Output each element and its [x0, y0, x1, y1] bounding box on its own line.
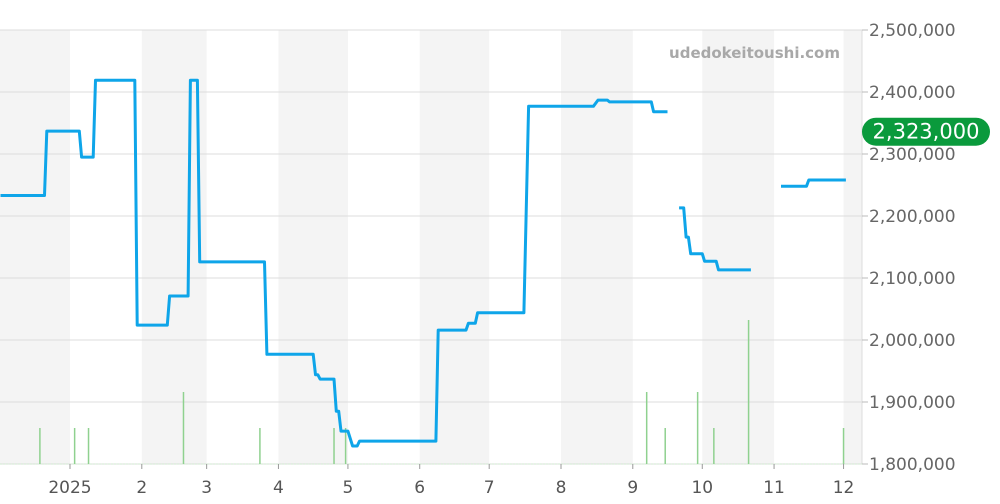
x-tick-label: 8	[556, 478, 567, 498]
x-tick-label: 4	[273, 478, 284, 498]
month-band	[560, 30, 633, 464]
price-line-segment	[0, 78, 668, 448]
month-band	[278, 30, 348, 464]
y-tick-label: 2,200,000	[869, 207, 956, 227]
y-tick-label: 2,500,000	[869, 21, 956, 41]
month-band	[843, 30, 862, 464]
y-tick-label: 1,900,000	[869, 393, 956, 413]
volume-bars	[39, 320, 845, 464]
x-tick-label: 10	[691, 478, 713, 498]
gridlines	[0, 29, 863, 465]
current-price-label: 2,323,000	[873, 120, 980, 144]
x-axis: 2025 2 3 4 5 6 7 8 9 10 11 12	[48, 464, 854, 498]
x-tick-label: 5	[343, 478, 354, 498]
price-line	[0, 78, 846, 448]
x-tick-label: 12	[833, 478, 855, 498]
month-bands	[0, 30, 862, 464]
x-tick-label: 2	[136, 478, 147, 498]
y-axis: 1,800,000 1,900,000 2,000,000 2,100,000 2,20…	[862, 21, 956, 475]
y-tick-label: 2,100,000	[869, 269, 956, 289]
y-tick-label: 1,800,000	[869, 455, 956, 475]
x-tick-label: 3	[201, 478, 212, 498]
price-line-segment	[679, 206, 751, 272]
x-tick-label: 9	[627, 478, 638, 498]
price-line-segment	[781, 178, 846, 188]
month-band	[702, 30, 775, 464]
x-tick-label: 6	[414, 478, 425, 498]
current-price-badge: 2,323,000	[862, 117, 990, 146]
y-tick-label: 2,000,000	[869, 331, 956, 351]
y-tick-label: 2,300,000	[869, 145, 956, 165]
month-band	[141, 30, 207, 464]
month-band	[0, 30, 70, 464]
x-tick-label: 7	[484, 478, 495, 498]
y-tick-label: 2,400,000	[869, 83, 956, 103]
watermark: udedokeitoushi.com	[669, 44, 840, 62]
x-tick-label: 11	[763, 478, 785, 498]
x-tick-label: 2025	[48, 478, 91, 498]
month-band	[419, 30, 490, 464]
